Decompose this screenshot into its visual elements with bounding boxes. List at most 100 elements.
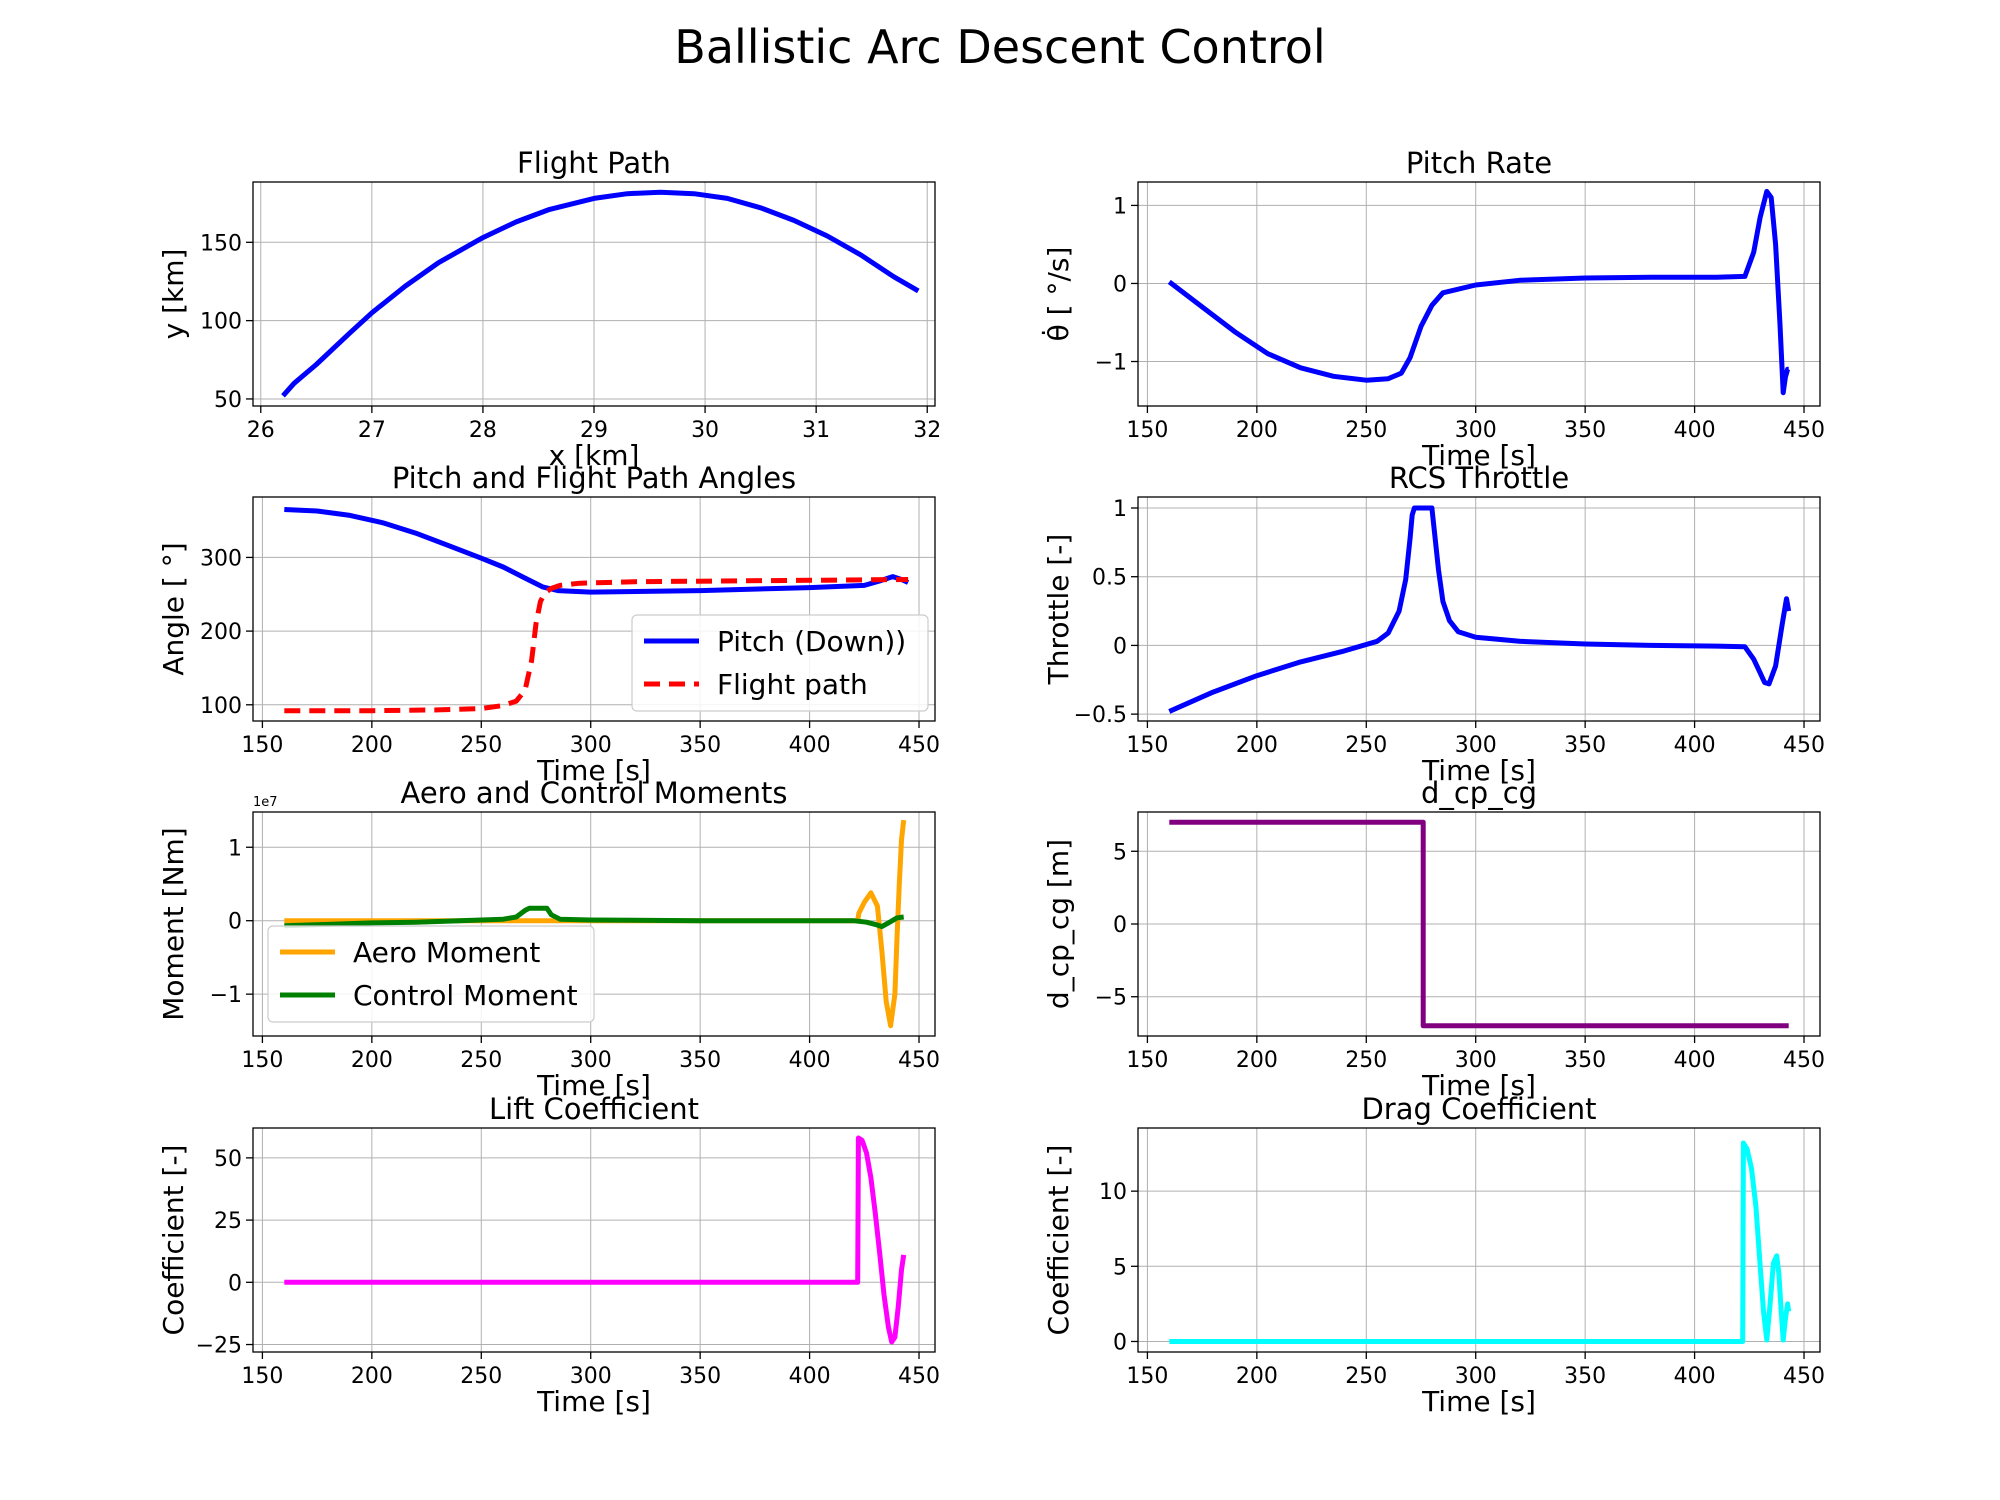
legend-box — [631, 614, 929, 712]
x-tick-label: 300 — [1455, 1048, 1497, 1073]
y-tick-label: 0 — [228, 1271, 242, 1296]
y-tick-label: −0.5 — [1074, 703, 1127, 728]
x-tick-label: 150 — [1126, 418, 1168, 443]
x-axis-label: Time [s] — [536, 1069, 651, 1102]
y-tick-label: 1 — [1113, 497, 1127, 522]
x-tick-label: 150 — [241, 1048, 283, 1073]
x-tick-label: 350 — [1564, 733, 1606, 758]
x-tick-label: 450 — [1783, 418, 1825, 443]
y-axis-label: y [km] — [157, 249, 190, 340]
y-tick-label: 300 — [200, 546, 242, 571]
x-tick-label: 300 — [570, 733, 612, 758]
x-axis-label: x [km] — [549, 439, 640, 472]
y-tick-label: 50 — [214, 388, 242, 413]
y-tick-label: 1 — [228, 836, 242, 861]
series-line-2 — [284, 577, 909, 714]
subplot-title: Flight Path — [517, 146, 671, 180]
x-tick-label: 350 — [679, 1364, 721, 1389]
y-axis-label: Moment [Nm] — [157, 827, 190, 1020]
x-tick-label: 200 — [351, 1364, 393, 1389]
x-tick-label: 400 — [789, 1048, 831, 1073]
subplot-title: Drag Coefficient — [1361, 1092, 1596, 1126]
plot-frame — [1137, 1127, 1821, 1353]
y-tick-label: −5 — [1095, 986, 1127, 1011]
subplot-7: 150 200 250 300 350 400 450 −25 0 25 50 Lift Coeffi… — [157, 1092, 940, 1418]
series-group — [284, 1135, 907, 1345]
x-tick-label: 250 — [460, 733, 502, 758]
y-tick-label: 5 — [1113, 840, 1127, 865]
series-line-1 — [1167, 188, 1791, 396]
x-tick-label: 250 — [1345, 733, 1387, 758]
y-axis-label: Coefficient [-] — [157, 1145, 190, 1336]
legend-label: Control Moment — [353, 979, 578, 1012]
subplot-title: Lift Coefficient — [489, 1092, 699, 1126]
subplot-2: 150 200 250 300 350 400 450 −1 0 1 Pitch Rate Time … — [1041, 146, 1825, 472]
x-tick-label: 400 — [1674, 1048, 1716, 1073]
x-tick-label: 400 — [1674, 418, 1716, 443]
plot-frame — [252, 811, 936, 1037]
x-tick-label: 300 — [1455, 418, 1497, 443]
x-tick-label: 200 — [351, 1048, 393, 1073]
plot-frame — [1137, 181, 1821, 407]
x-tick-label: 450 — [898, 1048, 940, 1073]
legend: Aero Moment Control Moment — [267, 925, 595, 1023]
plot-frame — [252, 496, 936, 722]
x-tick-label: 250 — [460, 1364, 502, 1389]
y-tick-label: 25 — [214, 1209, 242, 1234]
x-tick-label: 350 — [1564, 418, 1606, 443]
x-tick-label: 400 — [1674, 733, 1716, 758]
subplot-5: 150 200 250 300 350 400 450 −1 0 1 1e7 Aero and Con… — [157, 776, 940, 1102]
x-tick-label: 350 — [679, 733, 721, 758]
x-tick-label: 30 — [691, 418, 719, 443]
x-tick-label: 450 — [898, 733, 940, 758]
x-tick-label: 150 — [1126, 1364, 1168, 1389]
x-axis-label: Time [s] — [1421, 439, 1536, 472]
x-tick-label: 350 — [1564, 1364, 1606, 1389]
series-group — [1169, 819, 1789, 1029]
legend: Pitch (Down)) Flight path — [631, 614, 929, 712]
subplot-title: Pitch and Flight Path Angles — [392, 461, 796, 495]
y-tick-label: 150 — [200, 231, 242, 256]
y-tick-label: 10 — [1099, 1180, 1127, 1205]
y-axis-label: Throttle [-] — [1042, 534, 1075, 686]
plot-frame — [252, 1127, 936, 1353]
y-tick-label: 0 — [1113, 913, 1127, 938]
subplot-1: 26 27 28 29 30 31 32 50 100 150 Flight Path x [km] y… — [157, 146, 941, 472]
y-tick-label: −1 — [1095, 351, 1127, 376]
y-tick-label: 0 — [1113, 634, 1127, 659]
y-tick-label: −1 — [210, 983, 242, 1008]
series-line-1 — [1168, 505, 1792, 714]
x-axis-label: Time [s] — [1421, 1385, 1536, 1418]
series-line-1 — [1169, 819, 1789, 1029]
x-axis-label: Time [s] — [536, 754, 651, 787]
axis-offset-text: 1e7 — [253, 795, 278, 810]
series-group — [281, 189, 920, 398]
figure-title: Ballistic Arc Descent Control — [674, 20, 1325, 74]
x-tick-label: 250 — [460, 1048, 502, 1073]
series-line-1 — [1169, 1140, 1792, 1344]
x-tick-label: 300 — [1455, 733, 1497, 758]
y-axis-label: Angle [ °] — [157, 542, 190, 675]
series-line-2 — [284, 905, 905, 930]
x-tick-label: 150 — [241, 1364, 283, 1389]
x-tick-label: 450 — [1783, 733, 1825, 758]
y-tick-label: 0 — [1113, 272, 1127, 297]
series-group — [284, 507, 910, 714]
x-axis-label: Time [s] — [1421, 1069, 1536, 1102]
x-tick-label: 350 — [1564, 1048, 1606, 1073]
x-tick-label: 300 — [570, 1048, 612, 1073]
x-tick-label: 250 — [1345, 1364, 1387, 1389]
legend-box — [267, 925, 595, 1023]
x-tick-label: 200 — [1236, 733, 1278, 758]
x-tick-label: 400 — [789, 1364, 831, 1389]
y-tick-label: 100 — [200, 310, 242, 335]
x-tick-label: 28 — [469, 418, 497, 443]
legend-label: Aero Moment — [353, 936, 540, 969]
y-tick-label: −25 — [196, 1334, 242, 1359]
x-tick-label: 150 — [1126, 1048, 1168, 1073]
x-tick-label: 200 — [1236, 1048, 1278, 1073]
y-tick-label: 100 — [200, 694, 242, 719]
